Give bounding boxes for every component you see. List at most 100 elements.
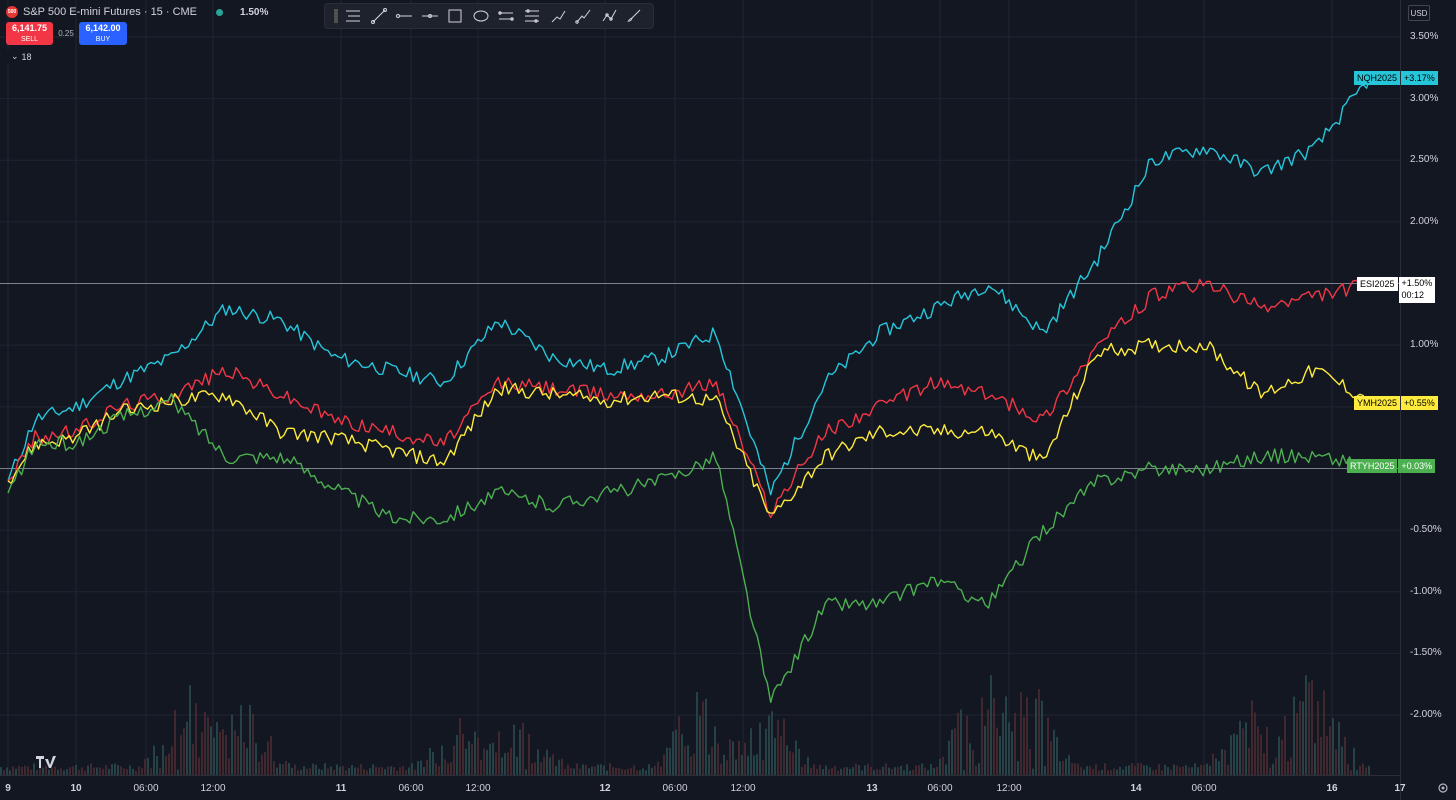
volume-bar [1185, 765, 1187, 775]
volume-bar [375, 766, 377, 775]
path-icon[interactable] [573, 6, 593, 26]
volume-bar [111, 764, 113, 775]
volume-bar [1362, 763, 1364, 775]
symbol-title[interactable]: S&P 500 E-mini Futures · 15 · CME [23, 6, 198, 18]
volume-bar [492, 742, 494, 775]
horizontal-line-icon[interactable] [420, 6, 440, 26]
buy-button[interactable]: 6,142.00 BUY [79, 22, 127, 45]
horizontal-lines-icon[interactable] [343, 6, 363, 26]
volume-bar [624, 769, 626, 775]
volume-bar [693, 753, 695, 775]
sell-button[interactable]: 6,141.75 SELL [6, 22, 53, 45]
volume-bar [123, 768, 125, 775]
volume-bar [315, 764, 317, 775]
volume-bar [846, 767, 848, 775]
volume-bar [486, 750, 488, 775]
ellipse-icon[interactable] [471, 6, 491, 26]
volume-bar [543, 756, 545, 775]
volume-bar [1089, 766, 1091, 775]
volume-bar [945, 764, 947, 775]
volume-bar [1167, 767, 1169, 775]
volume-bar [1092, 768, 1094, 775]
volume-bar [42, 767, 44, 775]
currency-button[interactable]: USD [1408, 5, 1430, 21]
volume-bar [783, 718, 785, 775]
volume-bar [948, 740, 950, 775]
volume-bar [1155, 769, 1157, 775]
volume-bar [822, 769, 824, 775]
time-axis-tick: 17 [1394, 783, 1406, 794]
volume-bar [342, 766, 344, 775]
volume-bar [144, 758, 146, 775]
tradingview-logo-icon[interactable] [36, 756, 56, 768]
series-tag-esi2025[interactable]: ESI2025 +1.50% 00:12 [1357, 277, 1436, 303]
parallel-channel-icon[interactable] [496, 6, 516, 26]
series-tag-ymh2025[interactable]: YMH2025 +0.55% [1354, 396, 1438, 410]
drag-handle-icon[interactable] [333, 9, 338, 23]
volume-bar [639, 770, 641, 775]
volume-bar [915, 765, 917, 775]
volume-bar [351, 764, 353, 775]
gear-icon[interactable] [1437, 782, 1449, 794]
indicators-collapse-button[interactable]: ⌄ 18 [7, 50, 36, 63]
volume-bar [1134, 765, 1136, 775]
volume-bar [1095, 764, 1097, 775]
volume-bar [525, 769, 527, 775]
rectangle-icon[interactable] [445, 6, 465, 26]
volume-bar [684, 746, 686, 775]
volume-bar [537, 749, 539, 775]
volume-bar [267, 741, 269, 775]
time-axis-tick: 12:00 [200, 783, 226, 794]
volume-bar [1314, 743, 1316, 775]
volume-bar [462, 733, 464, 775]
price-axis-tick: -0.50% [1410, 524, 1442, 536]
volume-bar [1206, 763, 1208, 775]
volume-bar [1188, 767, 1190, 775]
volume-bar [66, 769, 68, 775]
volume-bar [60, 768, 62, 775]
volume-bar [207, 717, 209, 775]
series-tag-nqh2025[interactable]: NQH2025 +3.17% [1354, 71, 1438, 85]
series-tag-rtyh2025[interactable]: RTYH2025 +0.03% [1347, 459, 1436, 473]
volume-bar [780, 736, 782, 775]
volume-bar [15, 768, 17, 775]
volume-bar [1017, 761, 1019, 775]
volume-bar [516, 756, 518, 775]
symbol-logo-icon: 500 [6, 6, 18, 18]
price-axis-tick: 1.00% [1410, 339, 1439, 351]
volume-bar [54, 766, 56, 775]
polyline-icon[interactable] [599, 6, 619, 26]
spread-value: 0.25 [58, 29, 74, 38]
trend-line-icon[interactable] [369, 6, 389, 26]
volume-bar [654, 765, 656, 775]
volume-bar [1299, 700, 1301, 775]
volume-bar [423, 766, 425, 775]
volume-bar [1128, 765, 1130, 775]
header-change: 1.50% [240, 6, 269, 18]
volume-bar [1101, 769, 1103, 775]
volume-bar [933, 767, 935, 775]
price-chart[interactable] [0, 0, 1400, 775]
volume-bar [1026, 697, 1028, 775]
buy-label: BUY [95, 36, 111, 43]
volume-bar [189, 685, 191, 775]
volume-bar [1140, 763, 1142, 775]
volume-bar [618, 768, 620, 775]
volume-bar [906, 764, 908, 775]
volume-bar [669, 748, 671, 775]
volume-bar [1230, 735, 1232, 775]
horizontal-ray-icon[interactable] [394, 6, 414, 26]
volume-bar [414, 769, 416, 775]
volume-bar [705, 698, 707, 775]
regression-channel-icon[interactable] [522, 6, 542, 26]
sell-price: 6,141.75 [11, 23, 48, 33]
volume-bar [51, 767, 53, 775]
fib-retracement-icon[interactable] [548, 6, 568, 26]
volume-bar [102, 768, 104, 775]
volume-bar [606, 770, 608, 775]
volume-bar [261, 754, 263, 775]
volume-bar [1116, 769, 1118, 775]
volume-bar [1059, 761, 1061, 775]
brush-icon[interactable] [624, 6, 644, 26]
volume-bar [504, 753, 506, 775]
